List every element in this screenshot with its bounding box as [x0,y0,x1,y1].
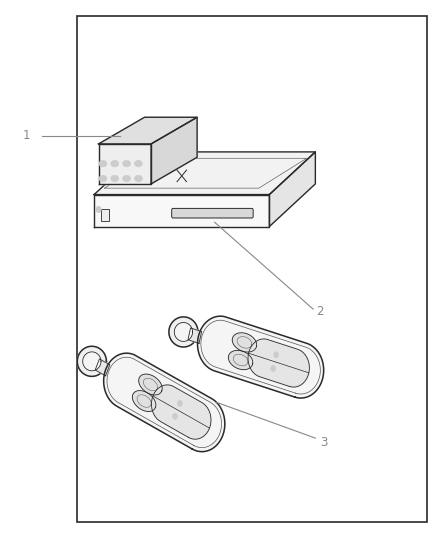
Ellipse shape [134,160,142,167]
Polygon shape [174,322,193,342]
Polygon shape [151,117,197,184]
Ellipse shape [123,160,131,167]
Ellipse shape [99,175,107,182]
Ellipse shape [134,175,142,182]
Ellipse shape [111,175,119,182]
Polygon shape [99,144,151,184]
Polygon shape [188,328,201,343]
Text: 2: 2 [316,305,324,318]
Polygon shape [248,339,309,387]
Polygon shape [198,316,324,398]
Polygon shape [104,353,225,451]
Bar [77,16,427,522]
Polygon shape [169,317,198,347]
FancyBboxPatch shape [172,208,253,218]
Polygon shape [232,333,257,352]
Circle shape [271,366,276,372]
Text: 3: 3 [321,436,328,449]
Polygon shape [99,117,197,144]
Polygon shape [77,346,106,376]
Polygon shape [94,195,269,227]
Polygon shape [139,374,162,395]
Polygon shape [83,352,101,371]
Ellipse shape [99,160,107,167]
Circle shape [96,206,101,213]
Polygon shape [269,152,315,227]
Ellipse shape [111,160,119,167]
Polygon shape [95,359,110,376]
Polygon shape [228,350,253,370]
Text: 1: 1 [22,130,30,142]
Circle shape [177,400,182,407]
Polygon shape [152,385,211,439]
Circle shape [274,352,279,358]
FancyBboxPatch shape [101,209,109,221]
Polygon shape [94,152,315,195]
Circle shape [173,413,177,419]
Polygon shape [132,391,156,411]
Ellipse shape [123,175,131,182]
